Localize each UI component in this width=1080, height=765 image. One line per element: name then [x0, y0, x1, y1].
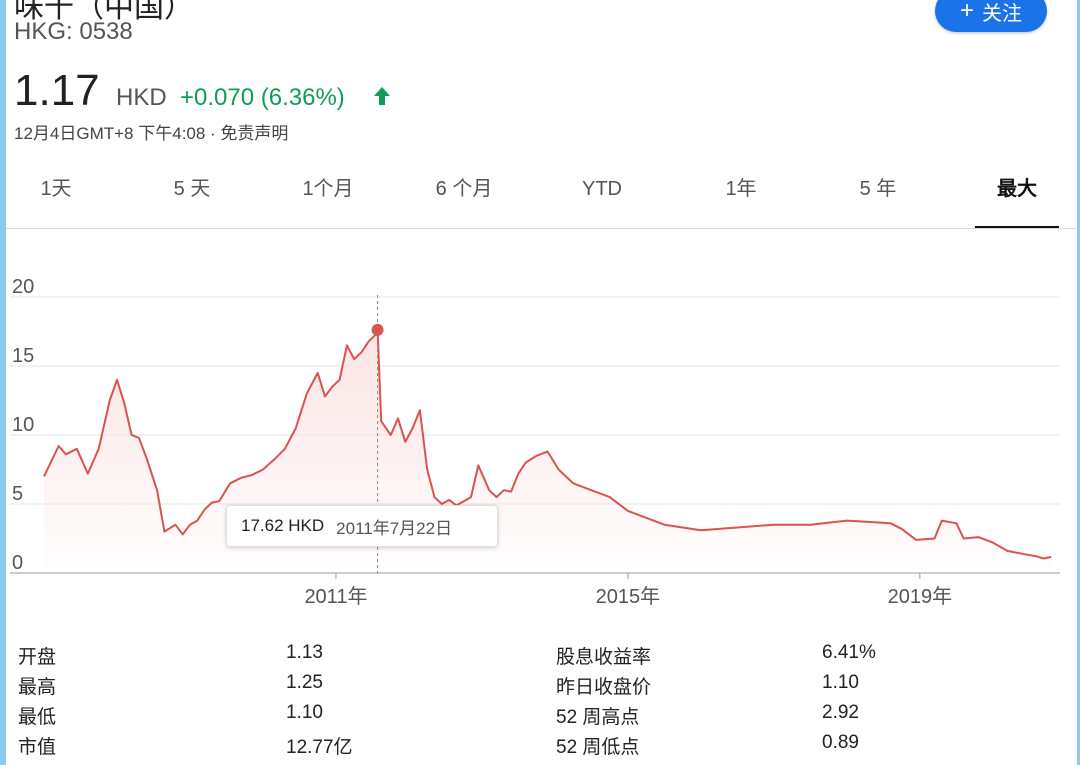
stat-value-high: 1.25	[286, 672, 323, 693]
right-edge-border	[1077, 0, 1080, 765]
stat-row: 市值 12.77亿 52 周低点 0.89	[18, 732, 1068, 762]
stat-label-market-cap: 市值	[18, 737, 57, 758]
stat-label-prev-close: 昨日收盘价	[556, 677, 652, 698]
tab-6m[interactable]: 6 个月	[435, 178, 493, 200]
range-tabs: 1天 5 天 1个月 6 个月 YTD 1年 5 年 最大	[0, 160, 1078, 229]
y-tick-label: 0	[12, 552, 23, 574]
stat-row: 最高 1.25 昨日收盘价 1.10	[18, 672, 1068, 702]
stat-value-52w-high: 2.92	[822, 702, 859, 723]
x-tick-label: 2011年	[304, 585, 367, 608]
y-tick-label: 5	[12, 483, 23, 505]
chart-tooltip: 17.62 HKD 2011年7月22日	[226, 505, 498, 547]
tab-max[interactable]: 最大	[975, 160, 1059, 229]
tab-1y[interactable]: 1年	[725, 178, 757, 200]
tab-1m[interactable]: 1个月	[302, 178, 354, 200]
tabs-divider	[6, 228, 1078, 229]
price-change: +0.070 (6.36%)	[180, 84, 345, 111]
stat-value-market-cap: 12.77亿	[286, 737, 353, 758]
tab-5y[interactable]: 5 年	[859, 178, 897, 200]
stat-label-52w-low: 52 周低点	[556, 737, 640, 758]
tab-1d[interactable]: 1天	[40, 178, 72, 200]
price-chart[interactable]: 0 5 10 15 20 2011年 2015年 2019年	[0, 240, 1080, 620]
series-line	[43, 328, 1052, 560]
stat-label-dividend-yield: 股息收益率	[556, 647, 652, 668]
ticker-symbol: HKG: 0538	[14, 18, 133, 45]
stat-row: 最低 1.10 52 周高点 2.92	[18, 702, 1068, 732]
stat-value-52w-low: 0.89	[822, 732, 859, 753]
y-tick-label: 10	[12, 414, 34, 436]
plus-icon: +	[959, 0, 974, 24]
current-price: 1.17	[14, 66, 100, 115]
stat-label-open: 开盘	[18, 647, 57, 668]
follow-button[interactable]: + 关注	[935, 0, 1047, 32]
quote-timestamp: 12月4日GMT+8 下午4:08 · 免责声明	[14, 124, 289, 143]
stat-row: 开盘 1.13 股息收益率 6.41%	[18, 642, 1068, 672]
company-name: 味千（中国）	[14, 0, 194, 24]
stat-label-low: 最低	[18, 707, 57, 728]
stat-label-52w-high: 52 周高点	[556, 707, 640, 728]
tooltip-price: 17.62 HKD	[241, 516, 325, 535]
up-arrow-icon	[374, 87, 390, 105]
left-edge-border	[0, 0, 6, 765]
stat-value-open: 1.13	[286, 642, 323, 663]
tab-5d[interactable]: 5 天	[173, 178, 211, 200]
currency-label: HKD	[116, 84, 167, 111]
stat-label-high: 最高	[18, 677, 57, 698]
follow-label: 关注	[982, 2, 1022, 25]
x-tick-label: 2019年	[888, 585, 953, 608]
y-tick-label: 20	[12, 276, 34, 298]
stat-value-dividend-yield: 6.41%	[822, 642, 876, 663]
x-tick-label: 2015年	[596, 585, 661, 608]
highlight-marker	[371, 323, 384, 336]
stat-value-low: 1.10	[286, 702, 323, 723]
tooltip-date: 2011年7月22日	[336, 518, 453, 538]
stat-value-prev-close: 1.10	[822, 672, 859, 693]
tab-ytd[interactable]: YTD	[582, 178, 622, 200]
y-tick-label: 15	[12, 345, 34, 367]
